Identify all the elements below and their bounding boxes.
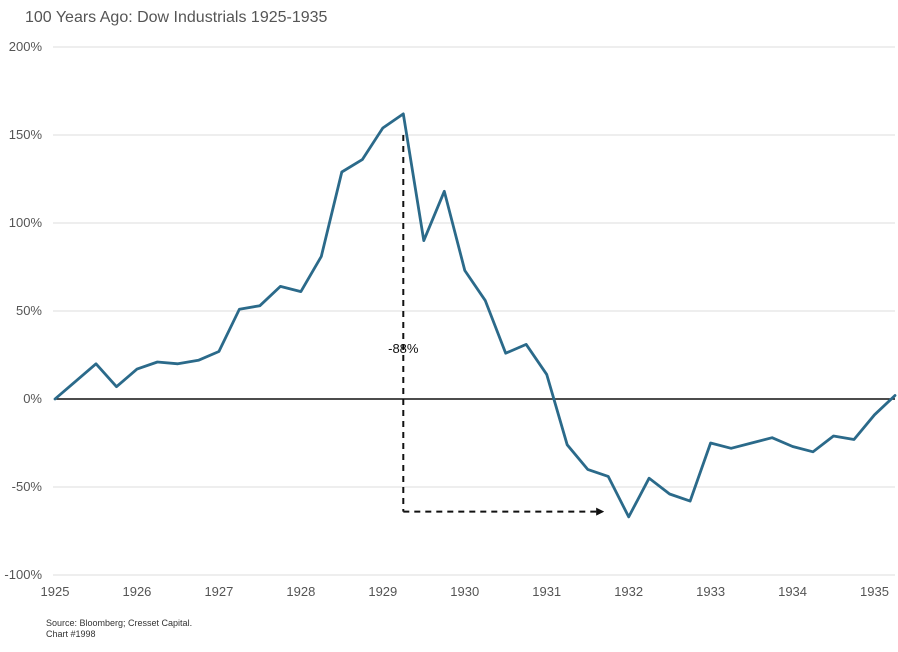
- x-tick-label: 1925: [41, 584, 70, 599]
- chart-title: 100 Years Ago: Dow Industrials 1925-1935: [25, 9, 328, 26]
- axes: -100% -50% 0% 50% 100% 150% 200% 1925 1926 1927 19…: [4, 39, 895, 599]
- y-tick-label: 150%: [9, 127, 43, 142]
- y-tick-label: 100%: [9, 215, 43, 230]
- x-tick-label: 1935: [860, 584, 889, 599]
- y-tick-label: 50%: [16, 303, 42, 318]
- dow-industrials-line: [53, 112, 897, 519]
- series-layer: [53, 112, 897, 519]
- chart-number: Chart #1998: [46, 629, 96, 639]
- y-tick-label: -50%: [12, 479, 43, 494]
- x-tick-label: 1932: [614, 584, 643, 599]
- drawdown-label: -88%: [388, 341, 419, 356]
- source-note: Source: Bloomberg; Cresset Capital.: [46, 618, 193, 628]
- y-tick-label: -100%: [4, 567, 42, 582]
- y-tick-label: 200%: [9, 39, 43, 54]
- x-tick-label: 1929: [368, 584, 397, 599]
- x-tick-label: 1931: [532, 584, 561, 599]
- x-tick-label: 1933: [696, 584, 725, 599]
- x-tick-label: 1927: [204, 584, 233, 599]
- x-tick-label: 1926: [122, 584, 151, 599]
- x-tick-label: 1930: [450, 584, 479, 599]
- annotation-layer: -88%: [388, 135, 605, 516]
- y-tick-label: 0%: [23, 391, 42, 406]
- gridlines: [53, 46, 895, 576]
- x-tick-label: 1928: [286, 584, 315, 599]
- x-tick-label: 1934: [778, 584, 807, 599]
